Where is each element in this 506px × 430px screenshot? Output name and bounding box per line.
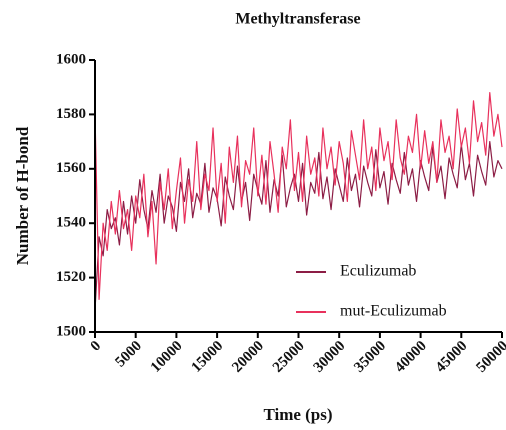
x-tick-label: 45000: [433, 338, 471, 376]
x-tick-label: 30000: [311, 338, 349, 376]
x-tick-label: 10000: [148, 338, 186, 376]
y-tick-label: 1580: [56, 106, 86, 122]
chart-title: Methyltransferase: [235, 11, 360, 28]
y-tick-label: 1500: [56, 323, 86, 339]
x-tick-label: 15000: [189, 338, 227, 376]
legend-label: mut-Eculizumab: [340, 303, 447, 320]
data-line: [94, 92, 503, 300]
x-tick-label: 5000: [112, 338, 145, 371]
x-tick-label: 0: [88, 338, 105, 355]
x-tick-label: 25000: [270, 338, 308, 376]
y-tick-label: 1600: [56, 51, 86, 67]
x-tick-label: 40000: [392, 338, 430, 376]
legend-label: Eculizumab: [340, 263, 416, 280]
y-tick-label: 1520: [56, 269, 86, 285]
x-axis-label: Time (ps): [263, 405, 332, 424]
x-tick-label: 20000: [229, 338, 267, 376]
y-axis-label: Number of H-bond: [13, 126, 32, 265]
x-tick-label: 35000: [351, 338, 389, 376]
y-tick-label: 1540: [56, 215, 86, 231]
x-tick-label: 50000: [473, 338, 506, 376]
y-tick-label: 1560: [56, 160, 86, 176]
data-line: [94, 141, 503, 311]
